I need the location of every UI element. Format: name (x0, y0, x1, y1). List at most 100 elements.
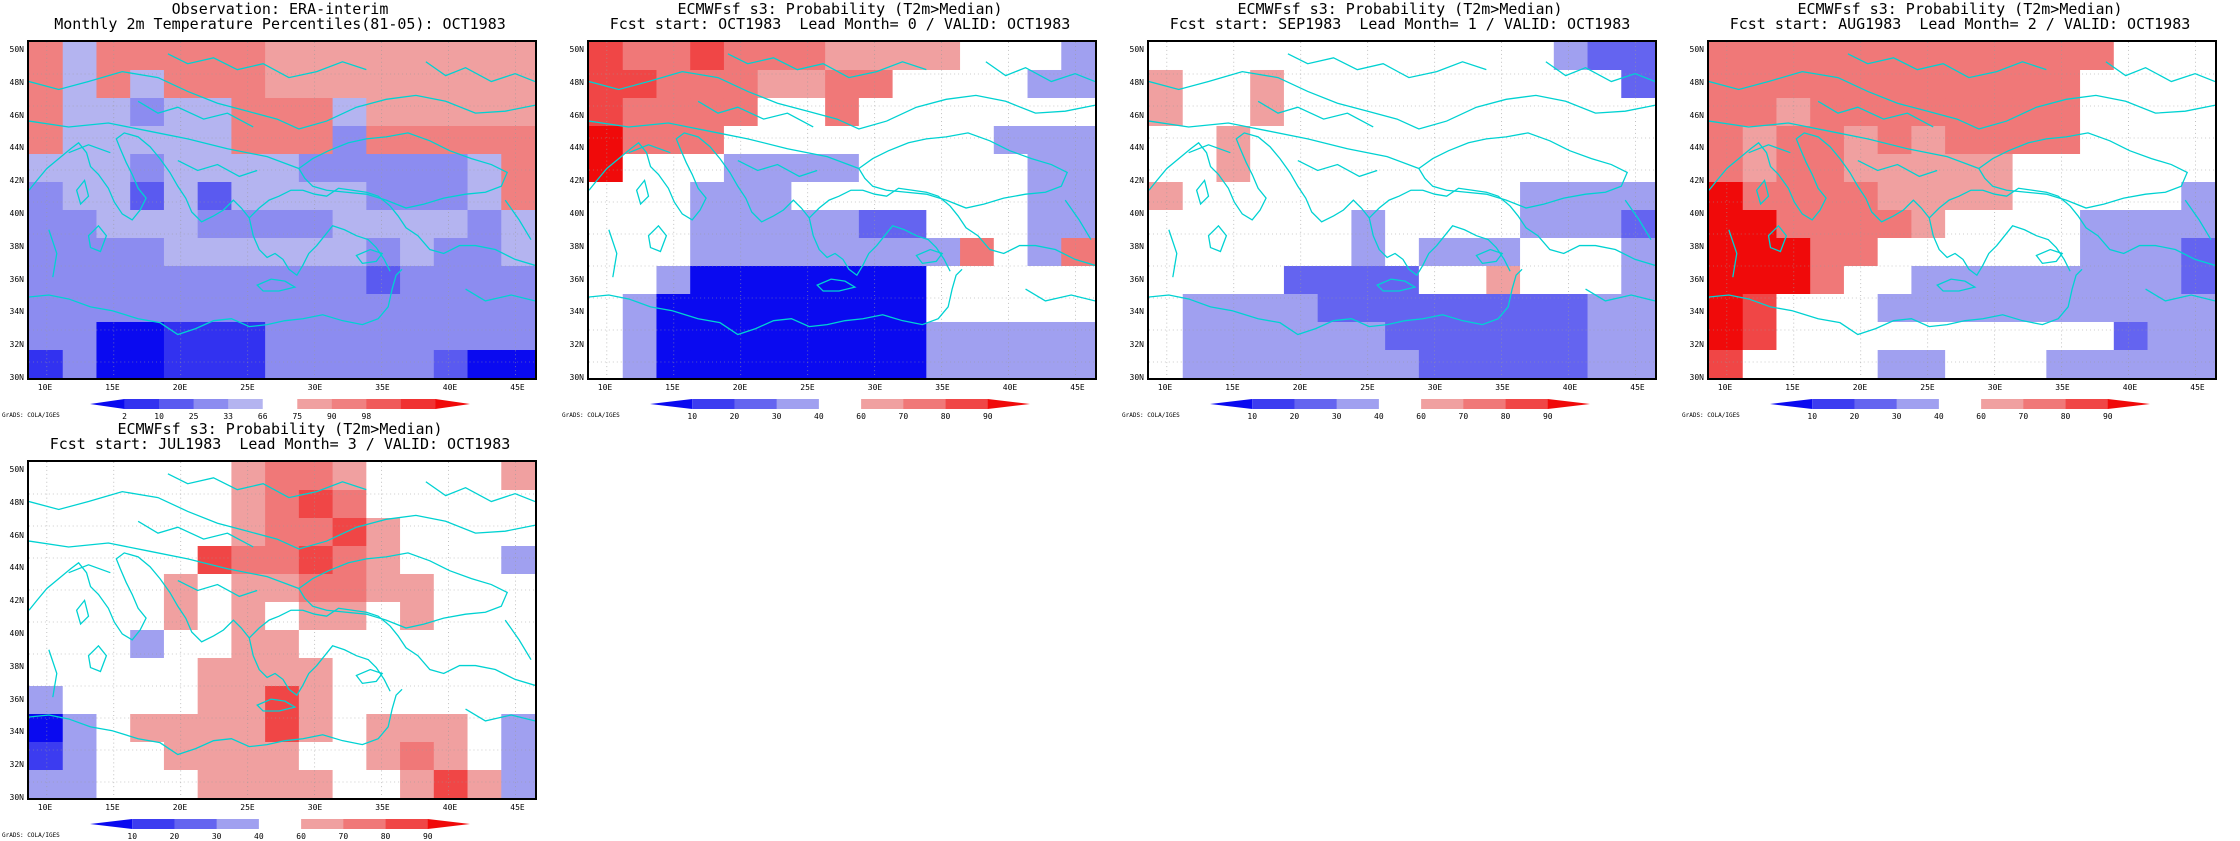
grid-cell (1810, 237, 1845, 267)
grid-cell (1486, 69, 1521, 99)
colorbar-swatch (400, 399, 436, 409)
grid-cell (2080, 98, 2115, 127)
lat-tick-label: 32N (9, 340, 24, 350)
grid-cell (332, 630, 367, 659)
grid-cell (1587, 210, 1622, 239)
grid-cell (467, 686, 502, 715)
grid-cell (1385, 237, 1420, 267)
grid-cell (858, 266, 894, 295)
colorbar-swatch (1378, 399, 1422, 409)
grid-cell (825, 294, 860, 323)
grid-cell (366, 69, 401, 99)
grid-cell (960, 98, 995, 127)
grid-cell (130, 182, 165, 211)
grid-cell (1945, 98, 1980, 127)
grid-cell (265, 462, 300, 491)
grid-cell (1911, 42, 1946, 71)
grid-cell (501, 294, 535, 323)
grid-cell (163, 741, 199, 771)
grid-cell (1149, 237, 1184, 267)
panel-subtitle: Fcst start: SEP1983 Lead Month= 1 / VALI… (1169, 15, 1631, 33)
grid-cell (29, 237, 64, 267)
lat-tick-label: 30N (1129, 373, 1144, 382)
grid-cell (197, 770, 232, 798)
colorbar-swatch (1547, 399, 1590, 409)
colorbar (90, 399, 470, 409)
grid-cell (62, 321, 97, 351)
lat-tick-label: 42N (569, 176, 584, 186)
grid-cell (366, 294, 401, 323)
panel-title: ECMWFsf s3: Probability (T2m>Median) (677, 0, 1003, 18)
grid-cell (791, 237, 826, 267)
lon-tick-label: 35E (1495, 383, 1510, 392)
lat-tick-label: 40N (569, 209, 584, 218)
grid-cell (163, 714, 199, 743)
grid-cell (1709, 69, 1744, 99)
grid-cell (501, 126, 535, 155)
grid-cell (1351, 210, 1386, 239)
grid-cell (993, 321, 1029, 351)
grid-cell (62, 770, 97, 798)
grid-cell (96, 321, 131, 351)
grid-cell (467, 126, 502, 155)
grid-cell (298, 518, 334, 547)
grid-cell (1385, 350, 1420, 378)
grid-cell (265, 573, 300, 603)
colorbar-label: 20 (729, 412, 740, 421)
grid-cell (757, 210, 792, 239)
grid-cell (231, 42, 266, 71)
grid-cell (1911, 210, 1946, 239)
grid-cell (926, 210, 961, 239)
colorbar-swatch (1505, 399, 1549, 409)
grid-cell (467, 350, 502, 378)
colorbar-swatch (1812, 399, 1855, 409)
grid-cell (1351, 69, 1386, 99)
grid-cell (1709, 237, 1744, 267)
grid-cell (467, 657, 502, 687)
grid-cell (723, 350, 759, 378)
grid-cell (400, 489, 435, 519)
grid-cell (332, 98, 367, 127)
panel-subtitle: Fcst start: JUL1983 Lead Month= 3 / VALI… (49, 435, 511, 453)
grid-cell (433, 321, 469, 351)
grid-cell (400, 350, 435, 378)
grid-cell (467, 266, 502, 295)
grid-cell (1776, 321, 1811, 351)
lat-tick-label: 46N (9, 530, 24, 540)
grid-cell (400, 686, 435, 715)
grid-cell (433, 489, 469, 519)
grid-cell (1587, 153, 1622, 183)
lon-tick-label: 10E (1157, 383, 1173, 392)
grid-cell (265, 546, 300, 575)
grid-cell (298, 546, 334, 575)
grid-cell (400, 210, 435, 239)
grid-cell (96, 714, 131, 743)
grid-cell (1216, 294, 1251, 323)
lat-tick-label: 50N (9, 465, 24, 474)
map-plot (587, 40, 1097, 380)
colorbar-label: 20 (1289, 412, 1300, 421)
map-svg (589, 42, 1095, 378)
grid-cell (400, 630, 435, 659)
grid-cell (1945, 182, 1980, 211)
lon-tick-label: 45E (1070, 383, 1085, 392)
grid-cell (197, 714, 232, 743)
lon-tick-label: 45E (1630, 383, 1645, 392)
grid-cell (332, 741, 367, 771)
grid-cell (1317, 350, 1352, 378)
grid-cell (1317, 266, 1352, 295)
grid-cell (197, 686, 232, 715)
grid-cell (1250, 182, 1285, 211)
grid-cell (1149, 266, 1184, 295)
colorbar-swatch (124, 399, 160, 409)
colorbar-label: 40 (814, 412, 824, 421)
panel-title: ECMWFsf s3: Probability (T2m>Median) (117, 420, 443, 438)
grid-cell (197, 69, 232, 99)
colorbar-label: 90 (1542, 412, 1553, 421)
lat-tick-label: 32N (9, 760, 24, 770)
grid-cell (791, 210, 826, 239)
grid-cell (130, 573, 165, 603)
lat-tick-label: 38N (569, 241, 584, 251)
grid-cell (825, 126, 860, 155)
lat-tick-label: 48N (9, 497, 24, 507)
